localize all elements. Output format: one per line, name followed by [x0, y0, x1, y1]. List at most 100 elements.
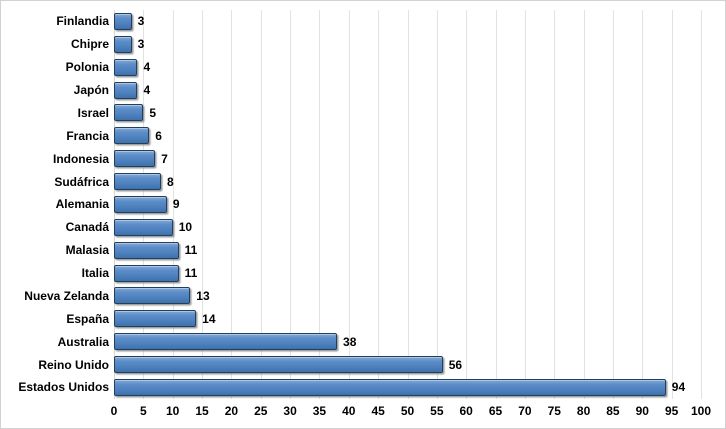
- y-axis-labels: Finlandia Chipre Polonia Japón Israel Francia…: [1, 10, 109, 399]
- bar-row: 11: [114, 239, 701, 262]
- x-tick-label-85: 85: [606, 404, 620, 418]
- x-tick-label-20: 20: [224, 404, 239, 418]
- bar-value-label: 10: [178, 220, 193, 235]
- bar-polonia: [114, 58, 138, 76]
- x-tick-label-70: 70: [518, 404, 532, 418]
- gridline-70: [524, 10, 526, 399]
- bar-row: 5: [114, 102, 701, 125]
- bar-sudáfrica: [114, 173, 161, 191]
- x-tick-label-65: 65: [488, 404, 503, 418]
- x-tick-label-95: 95: [664, 404, 679, 418]
- category-label: Polonia: [65, 60, 109, 75]
- category-label: Reino Unido: [38, 357, 109, 372]
- gridline-35: [319, 10, 321, 399]
- gridline-10: [172, 10, 174, 399]
- category-label: Alemania: [55, 197, 109, 212]
- category-label: Japón: [73, 83, 109, 98]
- category-label: Francia: [66, 128, 109, 143]
- x-tick-label-80: 80: [576, 404, 591, 418]
- gridline-30: [290, 10, 292, 399]
- bar-row: 6: [114, 124, 701, 147]
- category-label: Italia: [81, 266, 109, 281]
- x-tick-label-55: 55: [430, 404, 444, 418]
- bar-value-label: 4: [143, 60, 151, 75]
- x-axis-labels: 0 5 10 15 20 25 30 35 40 45 50 55 60 65 70 75 80 85 90 95 10…: [110, 404, 711, 420]
- bar-estados-unidos: [114, 378, 666, 396]
- bar-value-label: 8: [166, 174, 174, 189]
- gridline-75: [554, 10, 556, 399]
- bar-row: 14: [114, 307, 701, 330]
- bar-canadá: [114, 218, 173, 236]
- bar-row: 4: [114, 56, 701, 79]
- bar-value-label: 11: [184, 266, 198, 281]
- gridline-50: [407, 10, 409, 399]
- gridline-15: [202, 10, 204, 399]
- gridline-65: [495, 10, 497, 399]
- bar-row: 4: [114, 79, 701, 102]
- bar-value-label: 13: [196, 288, 210, 303]
- x-tick-label-50: 50: [400, 404, 415, 418]
- bars-container: 3 3 4 4 5 6 7 8 9 10 11 11 13 14 38 56 94: [114, 10, 701, 399]
- gridline-25: [260, 10, 262, 399]
- bar-malasia: [114, 241, 179, 259]
- bar-row: 94: [114, 376, 701, 399]
- gridline-100: [701, 10, 702, 399]
- bar-value-label: 94: [671, 380, 686, 395]
- bar-row: 11: [114, 262, 701, 285]
- bar-row: 7: [114, 147, 701, 170]
- bar-value-label: 38: [343, 334, 357, 349]
- category-label: Estados Unidos: [18, 380, 109, 395]
- category-label: Canadá: [65, 220, 109, 235]
- bar-row: 56: [114, 353, 701, 376]
- category-label: España: [66, 311, 109, 326]
- x-tick-label-0: 0: [110, 404, 118, 418]
- gridline-95: [671, 10, 673, 399]
- gridline-20: [231, 10, 233, 399]
- category-label: Chipre: [70, 37, 109, 52]
- category-label: Australia: [57, 334, 109, 349]
- bar-value-label: 9: [172, 197, 180, 212]
- gridline-55: [436, 10, 438, 399]
- bar-australia: [114, 333, 338, 351]
- bar-finlandia: [114, 12, 132, 30]
- x-tick-label-90: 90: [635, 404, 649, 418]
- gridline-80: [583, 10, 585, 399]
- bar-row: 8: [114, 170, 701, 193]
- x-tick-label-45: 45: [371, 404, 385, 418]
- x-tick-label-35: 35: [312, 404, 327, 418]
- bar-españa: [114, 310, 197, 328]
- category-label: Nueva Zelanda: [24, 288, 109, 303]
- bar-japón: [114, 81, 138, 99]
- bar-reino-unido: [114, 356, 443, 374]
- category-label: Sudáfrica: [54, 174, 109, 189]
- x-tick-label-25: 25: [254, 404, 268, 418]
- bar-chipre: [114, 35, 132, 53]
- bar-row: 13: [114, 285, 701, 308]
- bar-value-label: 3: [137, 37, 145, 52]
- gridline-45: [378, 10, 380, 399]
- x-tick-label-15: 15: [195, 404, 209, 418]
- bar-row: 9: [114, 193, 701, 216]
- bar-francia: [114, 127, 150, 145]
- category-label: Finlandia: [56, 14, 109, 29]
- bar-value-label: 14: [202, 311, 216, 326]
- bar-row: 10: [114, 216, 701, 239]
- gridline-85: [612, 10, 614, 399]
- bar-value-label: 3: [137, 14, 145, 29]
- x-tick-label-30: 30: [283, 404, 297, 418]
- bar-value-label: 11: [184, 243, 198, 258]
- bar-indonesia: [114, 150, 156, 168]
- x-tick-label-10: 10: [166, 404, 180, 418]
- bar-row: 38: [114, 330, 701, 353]
- bar-italia: [114, 264, 179, 282]
- gridline-90: [642, 10, 644, 399]
- bar-alemania: [114, 195, 167, 213]
- category-label: Indonesia: [52, 151, 109, 166]
- x-tick-label-40: 40: [342, 404, 356, 418]
- bar-row: 3: [114, 10, 701, 33]
- bar-nueva-zelanda: [114, 287, 191, 305]
- category-label: Israel: [77, 105, 109, 120]
- bar-value-label: 6: [155, 128, 162, 143]
- gridline-60: [466, 10, 468, 399]
